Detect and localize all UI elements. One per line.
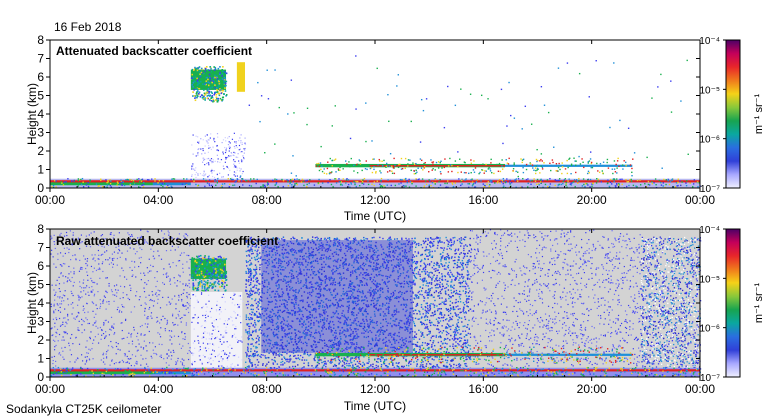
top-y-tick-label: 7 [37,52,44,66]
colorbar-bottom-label: m⁻¹ sr⁻¹ [753,283,765,324]
bottom-x-tick-label: 04:00 [143,382,173,396]
bottom-y-tick-label: 7 [37,241,44,255]
upper-cloud-texture [190,254,228,292]
colorbar-bottom-tick-label: 10⁻⁴ [699,225,720,236]
bottom-y-axis-label: Height (km) [25,272,39,334]
colorbar-bottom-gradient [725,228,741,378]
bottom-y-tick-label: 3 [37,315,44,329]
top-x-tick-label: 04:00 [143,193,173,207]
surface-green-band [50,181,153,186]
colorbar-top-tick-label: 10⁻⁵ [699,85,720,96]
colorbar-top-tick-label: 10⁻⁶ [699,135,720,146]
upper-cloud-2 [236,62,245,92]
mid-layer-core [369,354,505,356]
late-noise [640,236,702,373]
noise-dense-fill [261,240,413,353]
bottom-y-tick-label: 4 [37,296,44,310]
bottom-y-tick-label: 5 [37,278,44,292]
surface-red-line [50,369,700,372]
top-y-tick-label: 5 [37,89,44,103]
colorbar-bottom-tick-label: 10⁻⁶ [699,324,720,335]
surface-speckle [51,177,701,189]
noise-early [50,229,192,368]
top-y-tick-label: 2 [37,144,44,158]
top-x-axis-label: Time (UTC) [344,209,406,223]
mid-layer-texture [315,157,634,175]
surface-blue-band [152,369,191,375]
bottom-plot-area [50,229,700,377]
clear-gap [190,291,243,377]
bottom-x-tick-label: 08:00 [252,382,282,396]
date-label: 16 Feb 2018 [54,20,122,34]
upper-cloud-texture [190,65,228,103]
colorbar-bottom: 10⁻⁴ 10⁻⁵ 10⁻⁶ 10⁻⁷ m⁻¹ sr⁻¹ [699,225,765,384]
bottom-y-tick-label: 2 [37,333,44,347]
bottom-x-tick-label: 00:00 [35,382,65,396]
top-x-tick-label: 20:00 [577,193,607,207]
precip-streaks [191,132,247,182]
top-y-tick-label: 1 [37,163,44,177]
bottom-y-tick-label: 0 [37,370,44,384]
surface-blue-band [152,180,191,186]
colorbar-top-gradient [725,39,741,189]
colorbar-top-label: m⁻¹ sr⁻¹ [753,94,765,135]
instrument-label: Sodankyla CT25K ceilometer [6,402,162,416]
bottom-y-tick-label: 1 [37,352,44,366]
mid-layer-core [369,165,505,167]
noise-late [469,229,642,368]
mid-layer-texture [315,346,634,364]
colorbar-top: 10⁻⁴ 10⁻⁵ 10⁻⁶ 10⁻⁷ m⁻¹ sr⁻¹ [699,36,765,195]
bottom-x-tick-label: 00:00 [685,382,715,396]
colorbar-bottom-tick-label: 10⁻⁷ [700,373,720,384]
panel-top: 00:00 04:00 08:00 12:00 16:00 20:00 00:0001234… [25,33,715,223]
top-x-tick-label: 00:00 [685,193,715,207]
bottom-x-tick-label: 20:00 [577,382,607,396]
noise-region-blue [245,236,472,373]
bottom-y-tick-label: 6 [37,259,44,273]
top-y-axis-label: Height (km) [25,83,39,145]
colorbar-top-tick-label: 10⁻⁴ [699,36,720,47]
top-y-tick-label: 3 [37,126,44,140]
mid-layer-tail [505,164,633,167]
panel-bottom: 00:00 04:00 08:00 12:00 16:00 20:00 00:0001234… [25,222,715,413]
bottom-chart-title: Raw attenuated backscatter coefficient [56,234,278,248]
top-x-tick-label: 16:00 [468,193,498,207]
top-x-tick-label: 12:00 [360,193,390,207]
top-x-tick-label: 00:00 [35,193,65,207]
bottom-x-tick-label: 16:00 [468,382,498,396]
bottom-x-tick-label: 12:00 [360,382,390,396]
top-chart-title: Attenuated backscatter coefficient [56,44,252,58]
bottom-y-tick-label: 8 [37,222,44,236]
top-y-tick-label: 6 [37,70,44,84]
surface-layer [50,367,700,377]
top-y-tick-label: 4 [37,107,44,121]
surface-green-band [50,370,153,375]
bottom-x-axis-label: Time (UTC) [344,399,406,413]
colorbar-top-tick-label: 10⁻⁷ [700,184,720,195]
top-y-tick-label: 8 [37,33,44,47]
colorbar-bottom-tick-label: 10⁻⁵ [699,274,720,285]
surface-layer [50,178,700,188]
top-y-tick-label: 0 [37,181,44,195]
mid-layer-tail [505,353,633,356]
top-x-tick-label: 08:00 [252,193,282,207]
surface-speckle [50,366,701,378]
sparse-echoes [239,55,689,178]
